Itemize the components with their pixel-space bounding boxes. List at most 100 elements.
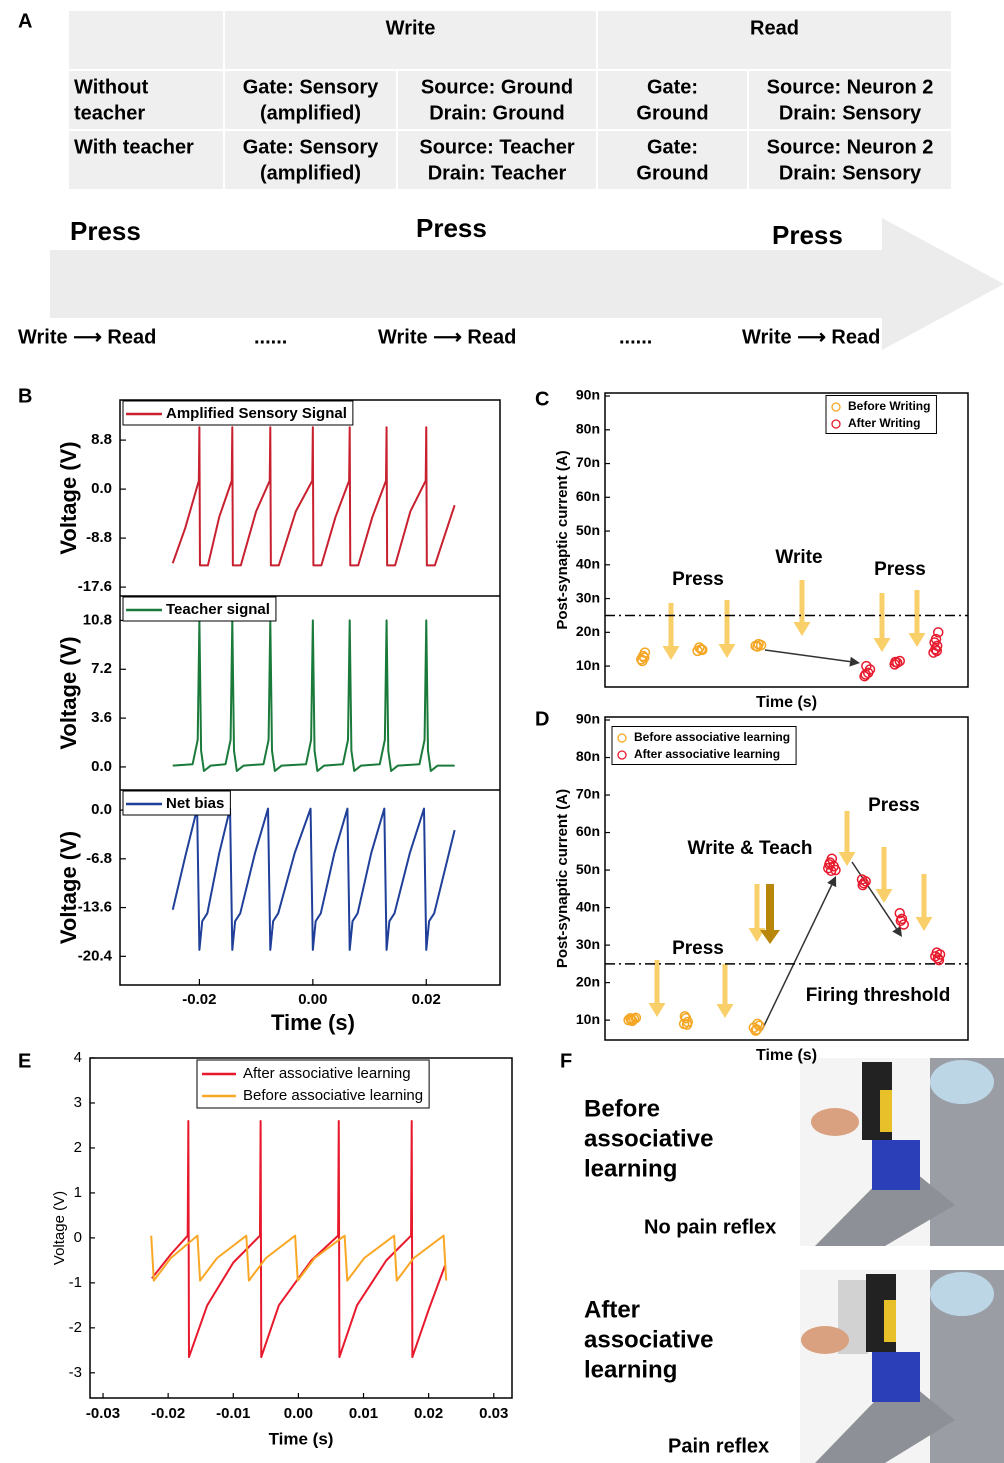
panel-label: A xyxy=(18,10,32,32)
table-cell-text: (amplified) xyxy=(260,162,361,184)
panel-label: E xyxy=(18,1050,31,1072)
line-series xyxy=(171,807,456,951)
table-cell xyxy=(747,129,953,191)
y-axis-label: Voltage (V) xyxy=(51,1191,68,1265)
y-tick-label: 8.8 xyxy=(91,431,112,448)
legend-marker xyxy=(617,733,627,743)
annotation-arrow xyxy=(716,964,734,1018)
legend-box xyxy=(196,1059,430,1109)
panel-f-caption: learning xyxy=(584,1356,677,1383)
data-point xyxy=(931,947,943,958)
y-axis-label: Voltage (V) xyxy=(56,831,81,944)
annotation-arrow xyxy=(760,884,780,944)
table-cell-text: Source: Teacher xyxy=(419,136,574,158)
panel-f-caption: After xyxy=(584,1296,640,1323)
y-tick-label: -8.8 xyxy=(86,529,112,546)
table-cell xyxy=(596,9,953,71)
x-axis-label: Time (s) xyxy=(756,694,817,711)
y-tick-label: 20n xyxy=(576,973,600,989)
annotation-arrow xyxy=(718,600,736,658)
y-tick-label: 70n xyxy=(576,454,600,470)
y-tick-label: 0.0 xyxy=(91,480,112,497)
step-label: Write ⟶ Read xyxy=(18,326,156,348)
x-axis-label: Time (s) xyxy=(271,1010,355,1035)
row-label: Without xyxy=(74,76,149,98)
data-point xyxy=(681,1019,693,1030)
data-point xyxy=(625,1014,637,1025)
data-point xyxy=(932,627,944,638)
y-tick-label: -3 xyxy=(69,1364,82,1381)
y-tick-label: 60n xyxy=(576,488,600,504)
y-tick-label: 3 xyxy=(74,1094,82,1111)
table-cell xyxy=(223,129,398,191)
plot-frame xyxy=(119,399,501,986)
legend-label: After associative learning xyxy=(634,747,780,761)
data-point xyxy=(830,864,841,876)
panel-f-caption: associative xyxy=(584,1326,713,1353)
row-label: With teacher xyxy=(74,136,194,158)
sensor-strip xyxy=(884,1300,896,1342)
y-tick-label: -20.4 xyxy=(78,947,113,964)
y-axis-label: Voltage (V) xyxy=(56,636,81,749)
line-series xyxy=(151,1119,446,1359)
annotation-arrow xyxy=(648,960,666,1017)
table-cell-text: Gate: Sensory xyxy=(243,136,379,158)
table-cell xyxy=(596,129,749,191)
y-tick-label: 90n xyxy=(576,387,600,403)
table-cell xyxy=(67,9,225,71)
panel-label: F xyxy=(560,1050,572,1072)
y-tick-label: -13.6 xyxy=(78,899,112,916)
table-cell xyxy=(67,69,225,131)
legend-label: Before associative learning xyxy=(634,730,790,744)
x-tick-label: -0.03 xyxy=(86,1405,120,1422)
step-label: Write ⟶ Read xyxy=(742,326,880,348)
y-tick-label: -2 xyxy=(69,1319,82,1336)
y-axis-label: Post-synaptic current (A) xyxy=(554,450,571,629)
legend-label: Before associative learning xyxy=(243,1087,423,1104)
robot-wrist xyxy=(872,1140,920,1190)
x-tick-label: 0.00 xyxy=(284,1405,313,1422)
data-point xyxy=(859,670,870,682)
trend-arrow xyxy=(761,884,833,1031)
x-tick-label: 0.02 xyxy=(412,991,441,1008)
data-point xyxy=(933,954,945,966)
line-series xyxy=(171,426,456,567)
data-point xyxy=(931,645,943,657)
y-tick-label: 4 xyxy=(74,1049,82,1066)
data-point xyxy=(896,913,908,925)
x-tick-label: 0.03 xyxy=(479,1405,508,1422)
y-tick-label: -1 xyxy=(69,1274,82,1291)
trend-arrow xyxy=(851,861,898,930)
table-cell-text: Drain: Sensory xyxy=(779,162,922,184)
annotation-arrow xyxy=(748,884,766,942)
trend-arrow xyxy=(764,649,851,663)
y-tick-label: 30n xyxy=(576,936,600,952)
photo-after xyxy=(800,1270,1004,1463)
y-tick-label: 2 xyxy=(74,1139,82,1156)
annotation-arrow xyxy=(662,603,680,660)
annotation: Press xyxy=(672,938,724,959)
table-cell-text: (amplified) xyxy=(260,102,361,124)
panel-label: D xyxy=(535,708,549,730)
x-tick-label: -0.02 xyxy=(151,1405,185,1422)
y-axis-label: Post-synaptic current (A) xyxy=(554,789,571,968)
y-tick-label: -17.6 xyxy=(78,578,112,595)
x-tick-label: -0.02 xyxy=(182,991,216,1008)
data-point xyxy=(858,877,870,889)
y-tick-label: 80n xyxy=(576,748,600,764)
press-label: Press xyxy=(416,213,487,243)
panel-f-result: No pain reflex xyxy=(644,1216,776,1238)
data-point xyxy=(752,1018,763,1030)
table-cell-text: Source: Neuron 2 xyxy=(767,136,934,158)
robot-joint-cap xyxy=(930,1272,994,1316)
panel-f-caption: Before xyxy=(584,1095,660,1122)
legend-label: Net bias xyxy=(166,795,224,812)
annotation: Firing threshold xyxy=(806,985,951,1006)
panel-f-caption: learning xyxy=(584,1155,677,1182)
table-header: Read xyxy=(750,17,799,39)
data-point xyxy=(752,641,763,652)
line-series xyxy=(172,619,455,773)
table-cell-text: Drain: Teacher xyxy=(428,162,567,184)
x-tick-label: 0.02 xyxy=(414,1405,443,1422)
